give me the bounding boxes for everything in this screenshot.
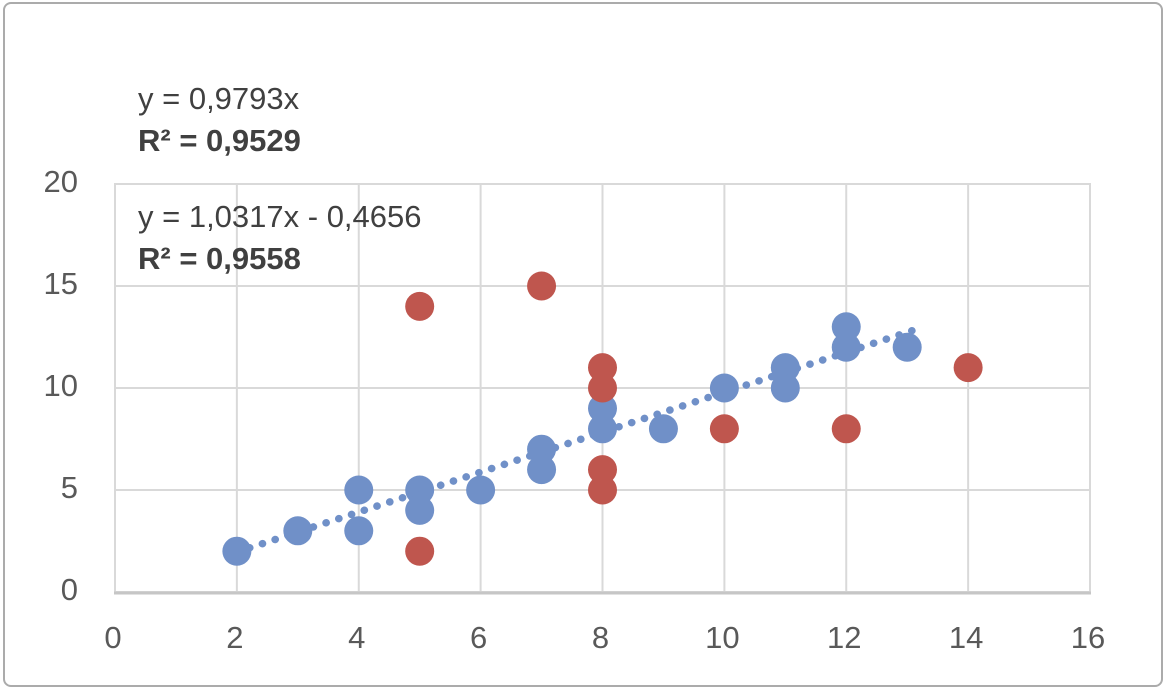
data-point-red-series (527, 271, 557, 301)
data-point-blue-series (709, 373, 739, 403)
scatter-plot (114, 183, 1091, 595)
data-point-red-series (588, 373, 617, 403)
data-point-red-series (405, 536, 435, 566)
x-tick-label: 10 (705, 620, 740, 655)
x-tick-label: 14 (948, 620, 984, 655)
x-tick-label: 6 (470, 620, 488, 655)
data-point-red-series (588, 455, 617, 485)
data-point-blue-series (344, 516, 374, 546)
r-squared-text: R² = 0,9529 (138, 123, 301, 158)
y-tick-label: 5 (60, 470, 78, 505)
data-point-red-series (405, 291, 435, 321)
y-tick-label: 0 (60, 572, 78, 607)
data-point-red-series (588, 475, 617, 505)
data-point-blue-series (527, 455, 557, 485)
equation-text: y = 0,9793x (138, 81, 300, 116)
data-point-red-series (709, 414, 739, 444)
x-tick-label: 2 (226, 620, 244, 655)
x-tick-label: 0 (104, 620, 122, 655)
data-point-red-series (831, 414, 861, 444)
equation-text: y = 1,0317x - 0,4656 (138, 199, 422, 234)
x-tick-label: 16 (1070, 620, 1106, 655)
chart-container: y = 0,9793x R² = 0,9529 y = 1,0317x - 0,… (3, 2, 1163, 687)
data-point-red-series (588, 353, 617, 383)
data-point-blue-series (770, 373, 800, 403)
data-point-blue-series (831, 312, 861, 342)
data-point-blue-series (892, 332, 922, 362)
trendline-equation-label-red: y = 1,0317x - 0,4656 R² = 0,9558 (138, 196, 422, 280)
y-tick-label: 20 (43, 164, 78, 199)
data-point-red-series (953, 353, 983, 383)
y-tick-label: 15 (43, 266, 78, 301)
data-point-blue-series (405, 475, 435, 505)
data-point-blue-series (588, 393, 617, 423)
data-point-blue-series (466, 475, 496, 505)
data-point-blue-series (648, 414, 678, 444)
y-tick-label: 10 (43, 368, 78, 403)
x-tick-label: 12 (827, 620, 862, 655)
data-point-blue-series (344, 475, 374, 505)
x-tick-label: 4 (348, 620, 366, 655)
trendline-equation-label-blue: y = 0,9793x R² = 0,9529 (138, 78, 301, 162)
r-squared-text: R² = 0,9558 (138, 241, 301, 276)
x-tick-label: 8 (591, 620, 610, 655)
trendline (233, 326, 918, 556)
data-point-blue-series (405, 495, 435, 525)
data-point-blue-series (770, 353, 800, 383)
